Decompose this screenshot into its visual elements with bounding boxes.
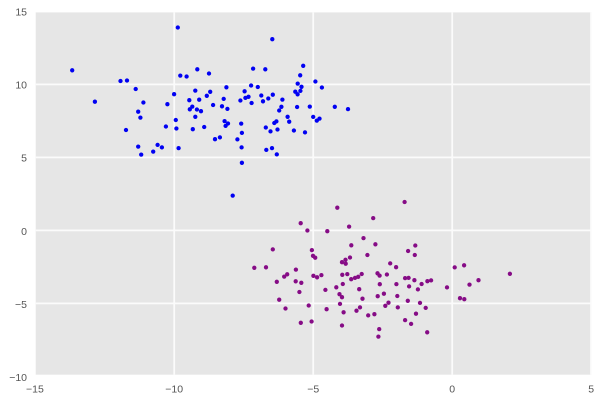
svg-text:−10: −10 [9,372,27,384]
svg-text:−5: −5 [15,299,27,311]
svg-text:5: 5 [588,384,594,396]
svg-text:0: 0 [21,226,27,238]
svg-text:15: 15 [15,7,27,19]
svg-text:0: 0 [449,384,455,396]
svg-text:10: 10 [15,80,27,92]
svg-text:−15: −15 [26,384,44,396]
svg-text:−5: −5 [307,384,319,396]
svg-text:5: 5 [21,153,27,165]
svg-text:−10: −10 [165,384,183,396]
